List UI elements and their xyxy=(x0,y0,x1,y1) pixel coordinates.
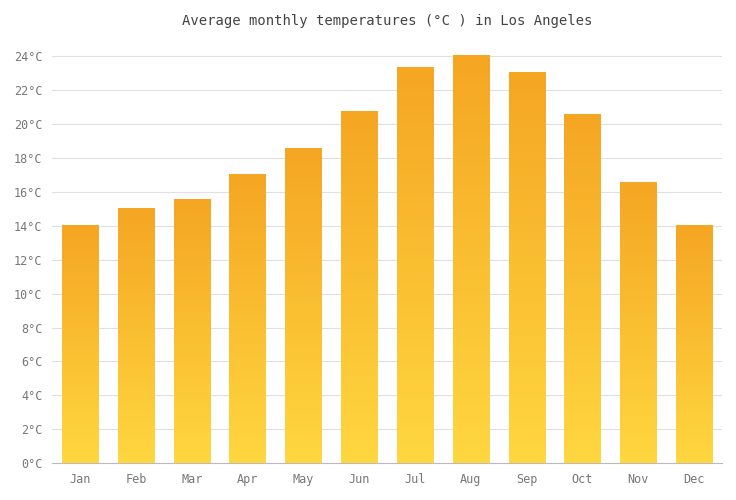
Title: Average monthly temperatures (°C ) in Los Angeles: Average monthly temperatures (°C ) in Lo… xyxy=(182,14,592,28)
